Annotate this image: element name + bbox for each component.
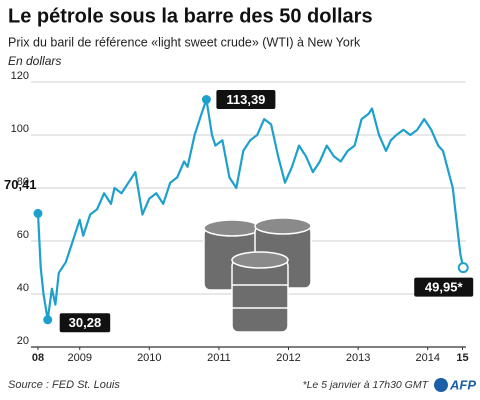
x-tick-label: 08 [32, 352, 44, 364]
y-tick-label: 80 [17, 176, 29, 188]
x-tick-label: 2010 [137, 352, 161, 364]
x-tick-label: 2011 [207, 352, 231, 364]
point-marker [457, 262, 469, 274]
value-label-box [216, 90, 276, 110]
logo: AFP [449, 377, 476, 392]
x-tick-label: 2012 [276, 352, 300, 364]
value-label-box [414, 277, 474, 297]
chart-subtitle: Prix du baril de référence «light sweet … [8, 35, 361, 49]
x-tick-label: 2013 [346, 352, 370, 364]
price-line [36, 98, 465, 321]
value-label: 70,41 [4, 177, 37, 192]
y-tick-label: 20 [17, 335, 29, 347]
point-marker [33, 208, 43, 218]
x-tick-label: 2009 [67, 352, 91, 364]
point-marker [201, 95, 211, 105]
chart-title: Le pétrole sous la barre des 50 dollars [8, 5, 373, 27]
logo-globe [434, 378, 448, 392]
value-label: 113,39 [226, 92, 265, 107]
x-tick-label: 2014 [415, 352, 439, 364]
source: Source : FED St. Louis [8, 379, 120, 391]
note: *Le 5 janvier à 17h30 GMT [303, 379, 430, 391]
x-tick-label: 15 [456, 352, 468, 364]
y-axis-label: En dollars [8, 54, 61, 68]
value-label-box [59, 313, 111, 333]
y-tick-label: 120 [11, 70, 29, 82]
y-tick-label: 60 [17, 229, 29, 241]
barrels-illustration [203, 217, 312, 333]
value-label: 30,28 [69, 315, 102, 330]
point-marker [43, 315, 53, 325]
value-label: 49,95* [425, 280, 464, 295]
y-tick-label: 40 [17, 282, 29, 294]
y-tick-label: 100 [11, 123, 29, 135]
